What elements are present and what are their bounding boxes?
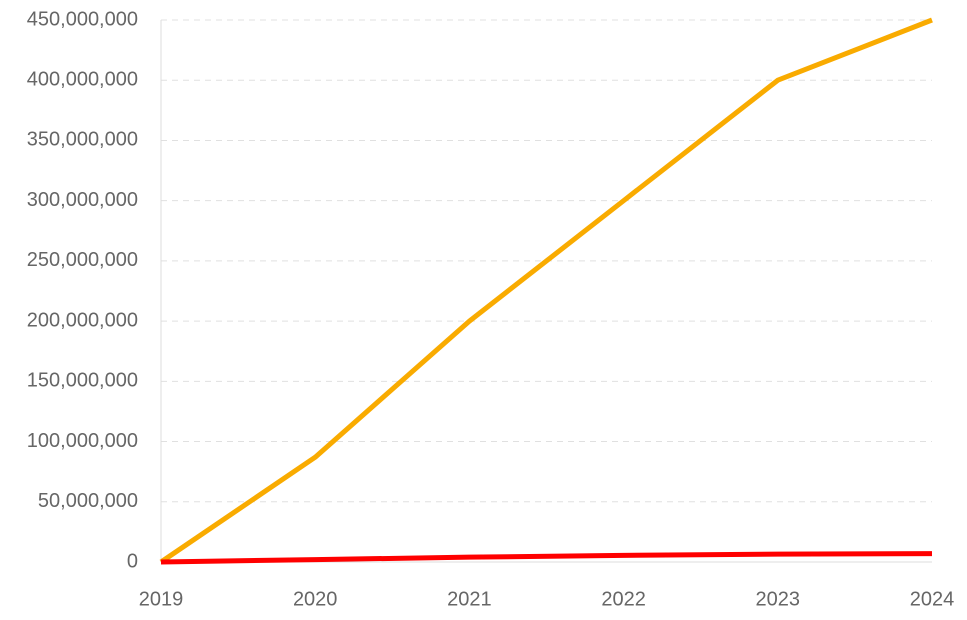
y-tick-label: 200,000,000: [27, 309, 138, 331]
x-tick-label: 2021: [447, 588, 492, 610]
x-tick-label: 2023: [756, 588, 801, 610]
line-series: [160, 551, 933, 565]
line-series: [159, 17, 933, 565]
x-tick-label: 2024: [910, 588, 955, 610]
y-tick-label: 150,000,000: [27, 370, 138, 392]
y-tick-label: 450,000,000: [27, 8, 138, 30]
y-tick-label: 400,000,000: [27, 69, 138, 91]
y-tick-label: 100,000,000: [27, 430, 138, 452]
y-tick-label: 50,000,000: [38, 490, 138, 512]
x-tick-label: 2022: [601, 588, 646, 610]
x-tick-label: 2019: [139, 588, 184, 610]
y-tick-label: 300,000,000: [27, 189, 138, 211]
y-tick-label: 250,000,000: [27, 249, 138, 271]
x-tick-label: 2020: [293, 588, 338, 610]
y-tick-label: 350,000,000: [27, 129, 138, 151]
y-tick-label: 0: [127, 550, 138, 572]
